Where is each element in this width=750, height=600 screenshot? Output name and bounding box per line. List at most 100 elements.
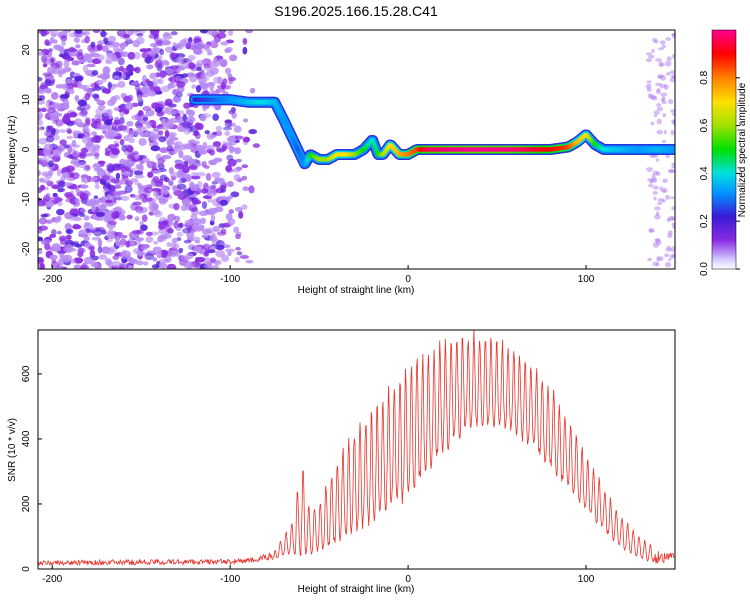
noise-blob bbox=[107, 164, 116, 172]
noise-blob bbox=[78, 229, 88, 238]
noise-blob bbox=[54, 151, 62, 158]
noise-blob bbox=[654, 214, 661, 220]
noise-blob bbox=[245, 259, 254, 264]
noise-blob bbox=[176, 183, 187, 190]
noise-blob bbox=[162, 118, 173, 126]
x-tick-label: -100 bbox=[220, 574, 240, 585]
noise-blob bbox=[122, 34, 131, 38]
noise-blob bbox=[140, 224, 148, 232]
noise-blob bbox=[125, 240, 131, 248]
noise-blob bbox=[56, 208, 65, 216]
noise-blob bbox=[144, 253, 155, 261]
noise-blob bbox=[164, 46, 174, 53]
noise-blob bbox=[229, 54, 238, 62]
noise-blob bbox=[117, 104, 125, 113]
noise-blob bbox=[162, 190, 169, 195]
noise-blob bbox=[657, 197, 665, 203]
noise-blob bbox=[235, 233, 241, 240]
noise-blob bbox=[132, 150, 139, 155]
noise-blob bbox=[96, 99, 103, 105]
noise-blob bbox=[138, 138, 147, 146]
noise-blob bbox=[126, 37, 133, 44]
noise-blob bbox=[136, 124, 143, 130]
noise-blob bbox=[662, 113, 667, 118]
noise-blob bbox=[49, 233, 57, 238]
noise-blob bbox=[119, 266, 125, 269]
noise-blob bbox=[80, 184, 89, 189]
noise-blob bbox=[224, 130, 231, 137]
noise-blob bbox=[182, 121, 191, 129]
noise-blob bbox=[49, 254, 58, 261]
noise-blob bbox=[63, 113, 71, 120]
noise-blob bbox=[48, 112, 56, 120]
noise-blob bbox=[42, 63, 48, 68]
noise-blob bbox=[131, 230, 142, 235]
noise-blob bbox=[648, 54, 655, 59]
noise-blob bbox=[107, 81, 112, 90]
noise-blob bbox=[212, 264, 219, 269]
noise-blob bbox=[211, 180, 219, 185]
noise-blob bbox=[670, 74, 675, 79]
noise-blob bbox=[143, 157, 150, 163]
noise-blob bbox=[121, 73, 126, 80]
noise-blob bbox=[656, 106, 664, 112]
noise-blob bbox=[655, 82, 662, 87]
noise-blob bbox=[217, 76, 223, 85]
noise-blob bbox=[178, 150, 184, 159]
noise-blob bbox=[92, 163, 101, 170]
noise-blob bbox=[101, 45, 110, 52]
noise-blob bbox=[211, 171, 221, 178]
noise-blob bbox=[665, 37, 672, 41]
noise-blob bbox=[72, 150, 80, 158]
snr-panel: -200 -100 0 100 600 400 200 0 Height of straig… bbox=[7, 329, 676, 595]
noise-blob bbox=[51, 32, 57, 38]
noise-blob bbox=[94, 184, 100, 190]
noise-blob bbox=[140, 244, 149, 251]
noise-blob bbox=[131, 131, 141, 136]
noise-blob bbox=[203, 263, 212, 269]
noise-blob bbox=[183, 102, 191, 109]
noise-blob bbox=[661, 44, 666, 49]
noise-blob bbox=[194, 132, 201, 140]
noise-blob bbox=[128, 258, 138, 265]
noise-blob bbox=[651, 95, 657, 100]
y-tick-label: -20 bbox=[21, 241, 32, 256]
noise-blob bbox=[188, 54, 196, 61]
noise-blob bbox=[59, 94, 70, 99]
spectrogram-x-ticks: -200 -100 0 100 bbox=[42, 265, 595, 285]
x-tick-label: 100 bbox=[578, 274, 595, 285]
snr-series-line bbox=[38, 330, 675, 567]
noise-blob bbox=[183, 261, 194, 269]
noise-blob bbox=[97, 40, 105, 45]
noise-blob bbox=[57, 187, 66, 192]
noise-blob bbox=[178, 222, 184, 228]
colorbar-ticks: 0.8 0.6 0.4 0.2 0.0 bbox=[699, 70, 740, 276]
noise-blob bbox=[104, 119, 113, 126]
noise-blob bbox=[86, 175, 92, 183]
noise-blob bbox=[118, 125, 127, 131]
noise-blob bbox=[652, 185, 659, 190]
noise-blob bbox=[205, 173, 212, 181]
noise-blob bbox=[233, 226, 240, 234]
noise-blob bbox=[137, 183, 142, 188]
noise-blob bbox=[207, 82, 216, 87]
noise-blob bbox=[667, 98, 674, 105]
noise-blob bbox=[672, 53, 675, 59]
noise-blob bbox=[38, 249, 43, 255]
noise-blob bbox=[172, 88, 179, 96]
noise-blob bbox=[113, 75, 120, 80]
noise-blob bbox=[654, 237, 661, 243]
noise-blob bbox=[40, 30, 50, 36]
noise-blob bbox=[57, 230, 62, 235]
noise-blob bbox=[656, 88, 661, 92]
noise-blob bbox=[150, 30, 160, 35]
noise-blob bbox=[645, 52, 653, 56]
noise-blob bbox=[230, 191, 240, 198]
noise-blob bbox=[228, 109, 235, 115]
noise-blob bbox=[138, 163, 144, 172]
noise-blob bbox=[44, 88, 52, 94]
noise-blob bbox=[43, 143, 53, 151]
noise-blob bbox=[120, 195, 130, 201]
noise-blob bbox=[661, 189, 666, 193]
noise-blob bbox=[195, 140, 200, 145]
